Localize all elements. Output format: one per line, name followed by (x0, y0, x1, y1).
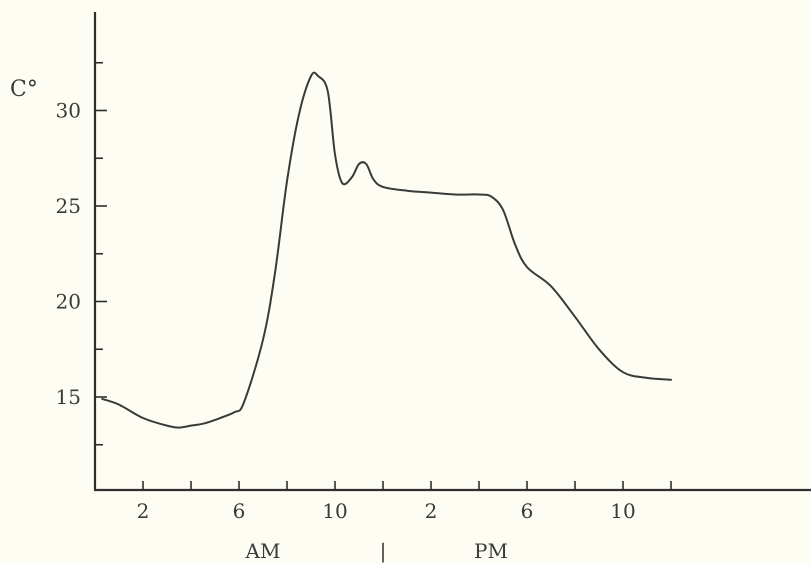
period-label: | (380, 539, 387, 564)
am-pm-labels: AM | PM (245, 539, 508, 564)
y-axis-unit-label: C° (10, 77, 38, 102)
y-tick-label: 20 (56, 290, 81, 314)
x-tick-label: 6 (233, 499, 246, 523)
y-axis-ticks: 15 20 25 30 (56, 61, 107, 446)
x-tick-label: 2 (137, 499, 150, 523)
x-tick-label: 10 (610, 499, 635, 523)
temperature-line (101, 71, 672, 429)
y-tick-label: 30 (56, 99, 81, 123)
x-tick-label: 10 (322, 499, 347, 523)
x-axis-ticks: 2 6 10 2 6 10 (137, 481, 672, 523)
axes (93, 12, 811, 492)
y-tick-label: 15 (56, 385, 81, 409)
period-label: PM (474, 539, 508, 563)
period-label: AM (245, 539, 281, 563)
x-tick-label: 6 (521, 499, 534, 523)
x-tick-label: 2 (425, 499, 438, 523)
y-tick-label: 25 (56, 194, 81, 218)
